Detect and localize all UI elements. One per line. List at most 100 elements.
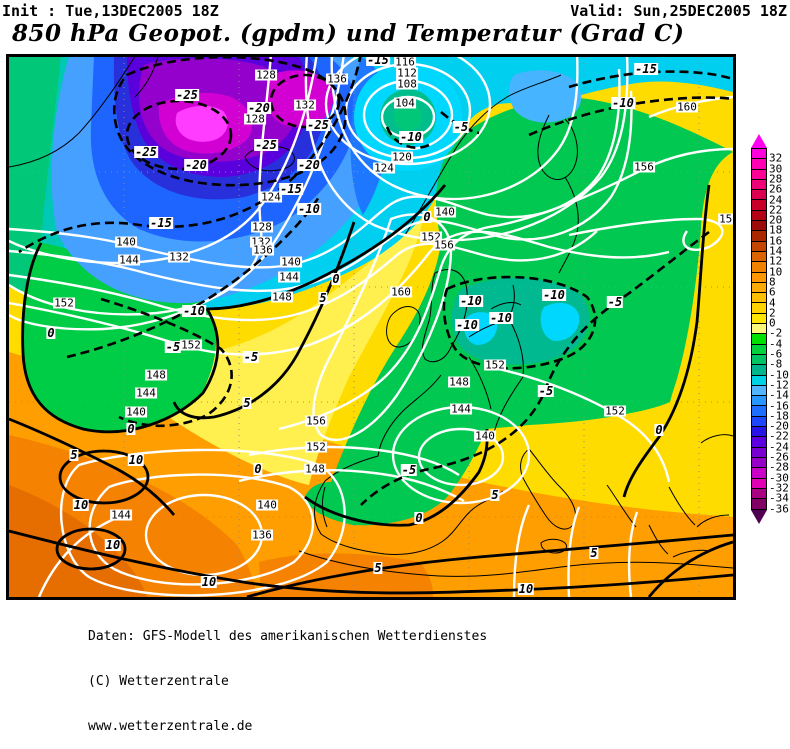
geopotential-label: 104	[394, 96, 416, 110]
colorbar-segment	[752, 159, 766, 170]
temperature-label: 10	[104, 538, 122, 552]
colorbar-tick-label: -32	[769, 481, 789, 495]
colorbar-segment	[752, 149, 766, 160]
colorbar-segment	[752, 179, 766, 191]
temperature-label: -15	[366, 54, 390, 67]
temperature-label: 0	[331, 272, 341, 286]
colorbar-segment	[752, 375, 766, 386]
colorbar-tick-label: -20	[769, 419, 789, 433]
colorbar-segment	[752, 210, 766, 222]
colorbar-segment	[752, 457, 766, 469]
weather-map-canvas	[9, 57, 733, 597]
geopotential-label: 120	[391, 150, 413, 164]
geopotential-label: 140	[115, 235, 137, 249]
temperature-label: 5	[242, 396, 252, 410]
temperature-label: 10	[72, 498, 90, 512]
temperature-label: 10	[200, 575, 218, 589]
geopotential-label: 140	[125, 405, 147, 419]
geopotential-label: 152	[718, 213, 733, 225]
colorbar-segment	[752, 262, 766, 273]
colorbar-segment	[752, 272, 766, 283]
colorbar-tick-label: -24	[769, 440, 789, 454]
temperature-label: -15	[279, 182, 303, 196]
temperature-label: 5	[318, 291, 328, 305]
temperature-label: 5	[490, 488, 500, 502]
colorbar-segment	[752, 241, 766, 252]
colorbar-tick-label: -22	[769, 429, 789, 443]
colorbar-tick-label: 30	[769, 162, 783, 176]
geopotential-label: 148	[304, 462, 326, 476]
colorbar-segment	[752, 313, 766, 325]
colorbar-segment	[752, 488, 766, 500]
colorbar-arrow-down-icon	[751, 510, 767, 525]
colorbar-tick-label: 32	[769, 151, 783, 165]
geopotential-label: 156	[633, 160, 655, 174]
colorbar-segment	[752, 468, 766, 479]
temperature-label: -25	[306, 118, 330, 132]
geopotential-label: 152	[604, 404, 626, 418]
colorbar-tick-label: 8	[769, 275, 776, 289]
colorbar-segment	[752, 406, 766, 417]
colorbar-tick-label: -10	[769, 368, 789, 382]
colorbar-tick-label: -12	[769, 378, 789, 392]
geopotential-label: 132	[294, 98, 316, 112]
colorbar-segment	[752, 231, 766, 242]
temperature-label: -25	[175, 88, 199, 102]
temperature-label: -10	[489, 311, 513, 325]
geopotential-label: 144	[110, 508, 132, 522]
colorbar-segment	[752, 416, 766, 428]
geopotential-label: 152	[180, 338, 202, 352]
colorbar-tick-label: -2	[769, 326, 783, 340]
geopotential-label: 124	[373, 161, 395, 175]
geopotential-label: 128	[244, 112, 266, 126]
temperature-label: 5	[589, 546, 599, 560]
colorbar-segment	[752, 221, 766, 232]
geopotential-label: 140	[280, 255, 302, 269]
header-bar: Init : Tue,13DEC2005 18Z Valid: Sun,25DE…	[0, 1, 790, 21]
colorbar-segment	[752, 344, 766, 355]
geopotential-label: 156	[433, 238, 455, 252]
colorbar-segment	[752, 437, 766, 448]
colorbar-tick-label: 6	[769, 285, 776, 299]
temperature-label: -5	[452, 120, 470, 134]
colorbar-tick-label: 14	[769, 244, 783, 258]
colorbar-tick-label: -16	[769, 399, 789, 412]
valid-time-label: Valid: Sun,25DEC2005 18Z	[570, 2, 787, 20]
temperature-label: 0	[654, 423, 664, 437]
geopotential-label: 156	[305, 414, 327, 428]
geopotential-label: 152	[53, 296, 75, 310]
colorbar-segment	[752, 251, 766, 263]
page-title: 850 hPa Geopot. (gpdm) und Temperatur (G…	[12, 20, 685, 47]
temperature-label: 10	[127, 453, 145, 467]
colorbar-tick-label: 26	[769, 182, 783, 196]
init-time-label: Init : Tue,13DEC2005 18Z	[2, 2, 219, 20]
geopotential-label: 136	[251, 528, 273, 542]
colorbar-segment	[752, 499, 766, 510]
geopotential-label: 128	[251, 220, 273, 234]
colorbar-tick-label: 20	[769, 213, 783, 227]
temperature-label: -5	[537, 384, 555, 398]
temperature-label: -5	[606, 295, 624, 309]
colorbar-segment	[752, 385, 766, 397]
temperature-label: -10	[542, 288, 566, 302]
colorbar-tick-label: -26	[769, 450, 789, 464]
temperature-label: -25	[254, 138, 278, 152]
temperature-label: -10	[182, 304, 206, 318]
colorbar-tick-label: 12	[769, 254, 783, 268]
colorbar-tick-label: 22	[769, 203, 783, 217]
geopotential-label: 144	[450, 402, 472, 416]
temperature-label: -10	[455, 318, 479, 332]
temperature-label: -10	[611, 96, 635, 110]
colorbar-tick-label: -36	[769, 502, 789, 515]
colorbar-segment	[752, 478, 766, 489]
geopotential-label: 140	[474, 429, 496, 443]
geopotential-label: 132	[250, 235, 272, 249]
temperature-label: -10	[297, 202, 321, 216]
colorbar-segment	[752, 447, 766, 458]
colorbar-tick-label: -8	[769, 357, 783, 371]
colorbar-tick-label: 0	[769, 316, 776, 330]
geopotential-label: 140	[256, 498, 278, 512]
colorbar-segment	[752, 365, 766, 376]
geopotential-label: 136	[252, 243, 274, 257]
temperature-label: 0	[253, 462, 263, 476]
